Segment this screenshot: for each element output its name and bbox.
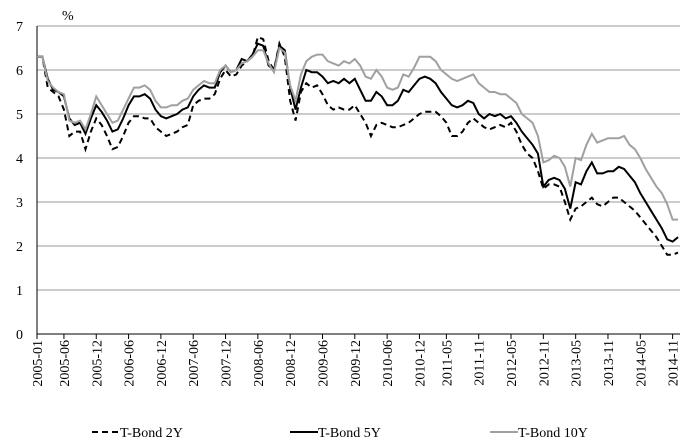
x-tick-label: 2014-11 <box>667 340 680 386</box>
y-axis-label: % <box>62 9 74 24</box>
x-tick-label: 2010-06 <box>381 340 396 387</box>
legend-label: T-Bond 5Y <box>318 426 381 441</box>
y-tick-label: 6 <box>16 64 23 79</box>
y-tick-label: 5 <box>16 108 23 123</box>
y-tick-label: 1 <box>16 284 23 299</box>
y-tick-label: 7 <box>16 20 23 35</box>
x-tick-label: 2008-12 <box>284 340 299 387</box>
series-line <box>37 35 679 256</box>
y-tick-label: 0 <box>16 328 23 343</box>
x-tick-label: 2013-05 <box>570 340 585 387</box>
x-tick-label: 2005-06 <box>58 340 73 387</box>
x-tick-label: 2013-11 <box>602 340 617 386</box>
x-tick-label: 2007-12 <box>220 340 235 387</box>
y-tick-label: 2 <box>16 240 23 255</box>
x-tick-label: 2010-12 <box>413 340 428 387</box>
x-tick-label: 2012-05 <box>505 340 520 387</box>
series-line <box>37 42 679 243</box>
x-tick-label: 2007-06 <box>187 340 202 387</box>
x-tick-label: 2012-11 <box>537 340 552 386</box>
legend-label: T-Bond 10Y <box>518 426 588 441</box>
x-tick-label: 2009-06 <box>316 340 331 387</box>
y-tick-label: 3 <box>16 196 23 211</box>
x-tick-label: 2005-01 <box>31 340 46 387</box>
x-tick-label: 2006-12 <box>155 340 170 387</box>
x-tick-label: 2005-12 <box>90 340 105 387</box>
legend-label: T-Bond 2Y <box>120 426 183 441</box>
series-line <box>37 46 678 221</box>
x-tick-label: 2011-11 <box>473 340 488 386</box>
x-tick-label: 2006-06 <box>123 340 138 387</box>
x-tick-label: 2008-06 <box>252 340 267 387</box>
y-tick-label: 4 <box>16 152 23 167</box>
x-tick-label: 2011-05 <box>440 340 455 386</box>
x-tick-label: 2014-05 <box>634 340 649 387</box>
x-tick-label: 2009-12 <box>349 340 364 387</box>
